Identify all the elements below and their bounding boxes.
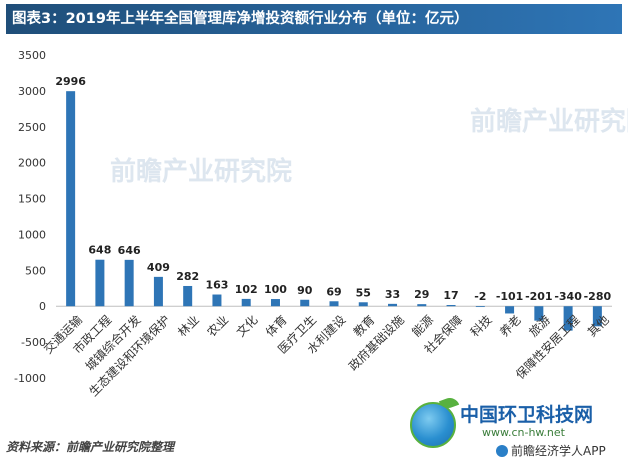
logo-url: www.cn-hw.net	[482, 426, 565, 439]
data-label: 646	[118, 244, 141, 257]
bar	[124, 259, 134, 307]
category-label: 科技	[468, 313, 495, 340]
bar	[153, 276, 163, 307]
app-label-line: 前瞻经济学人APP	[496, 442, 606, 459]
bar	[388, 303, 398, 307]
source-note: 资料来源：前瞻产业研究院整理	[6, 440, 175, 454]
category-label: 养老	[496, 312, 524, 340]
y-tick-label: 2500	[18, 121, 46, 134]
x-axis-labels: 交通运输市政工程城镇综合开发生态建设和环境保护 林业 农业 文化 体育医疗卫生水利建设教…	[40, 312, 611, 399]
data-label: 2996	[55, 75, 86, 88]
watermark-text: 前瞻产业研究院	[110, 156, 292, 187]
globe-icon	[410, 402, 456, 448]
bar	[95, 259, 105, 307]
y-axis: 3500 3000 2500 2000 1500 1000 500 0 -500 -1000	[14, 49, 612, 385]
y-tick-label: 500	[25, 264, 46, 277]
app-label: 前瞻经济学人APP	[511, 444, 606, 458]
y-tick-label: -500	[21, 336, 46, 349]
data-label: -340	[554, 290, 582, 303]
data-label: 648	[88, 244, 111, 257]
data-label: 69	[326, 285, 341, 298]
bar	[329, 301, 339, 307]
bar	[212, 294, 222, 307]
bar	[300, 299, 310, 307]
category-label: 其他	[585, 313, 612, 340]
data-label: 29	[414, 288, 429, 301]
data-label: 55	[356, 286, 371, 299]
bar	[505, 306, 515, 314]
category-label: 文化	[233, 312, 261, 340]
logo-name: 中国环卫科技网	[460, 404, 594, 426]
y-tick-label: -1000	[14, 372, 46, 385]
data-label: -101	[496, 290, 524, 303]
category-label: 农业	[204, 313, 231, 340]
y-tick-label: 3000	[18, 85, 46, 98]
bar	[534, 306, 544, 321]
y-tick-label: 1000	[18, 228, 46, 241]
chart-title: 图表3：2019年上半年全国管理库净增投资额行业分布（单位：亿元）	[6, 4, 622, 34]
bars	[66, 91, 602, 331]
logo-block: 中国环卫科技网 www.cn-hw.net 前瞻经济学人APP	[410, 395, 620, 464]
data-label: 163	[205, 279, 228, 292]
data-label: 282	[176, 270, 199, 283]
y-tick-label: 2000	[18, 157, 46, 170]
bar	[183, 285, 193, 307]
watermark-layer: 前瞻产业研究院 前瞻产业研究院	[110, 106, 628, 187]
y-tick-label: 0	[39, 300, 46, 313]
y-tick-label: 1500	[18, 193, 46, 206]
data-label: 17	[443, 289, 458, 302]
app-icon	[496, 445, 508, 457]
y-tick-label: 3500	[18, 49, 46, 62]
bar	[358, 302, 368, 307]
data-label: 102	[235, 283, 258, 296]
category-label: 林业	[175, 313, 202, 340]
bar	[241, 298, 251, 307]
data-label: 409	[147, 261, 170, 274]
data-label: 100	[264, 283, 287, 296]
bar	[475, 306, 485, 308]
data-label: 33	[385, 288, 400, 301]
bar	[563, 306, 573, 331]
data-label: -280	[584, 290, 612, 303]
watermark-text: 前瞻产业研究院	[470, 106, 628, 137]
data-label: -2	[474, 290, 486, 303]
bar	[446, 305, 456, 307]
bar	[417, 304, 427, 307]
bar	[592, 306, 602, 327]
data-label: -201	[525, 290, 553, 303]
data-label: 90	[297, 284, 313, 297]
bar	[270, 299, 280, 307]
bar	[66, 91, 76, 307]
